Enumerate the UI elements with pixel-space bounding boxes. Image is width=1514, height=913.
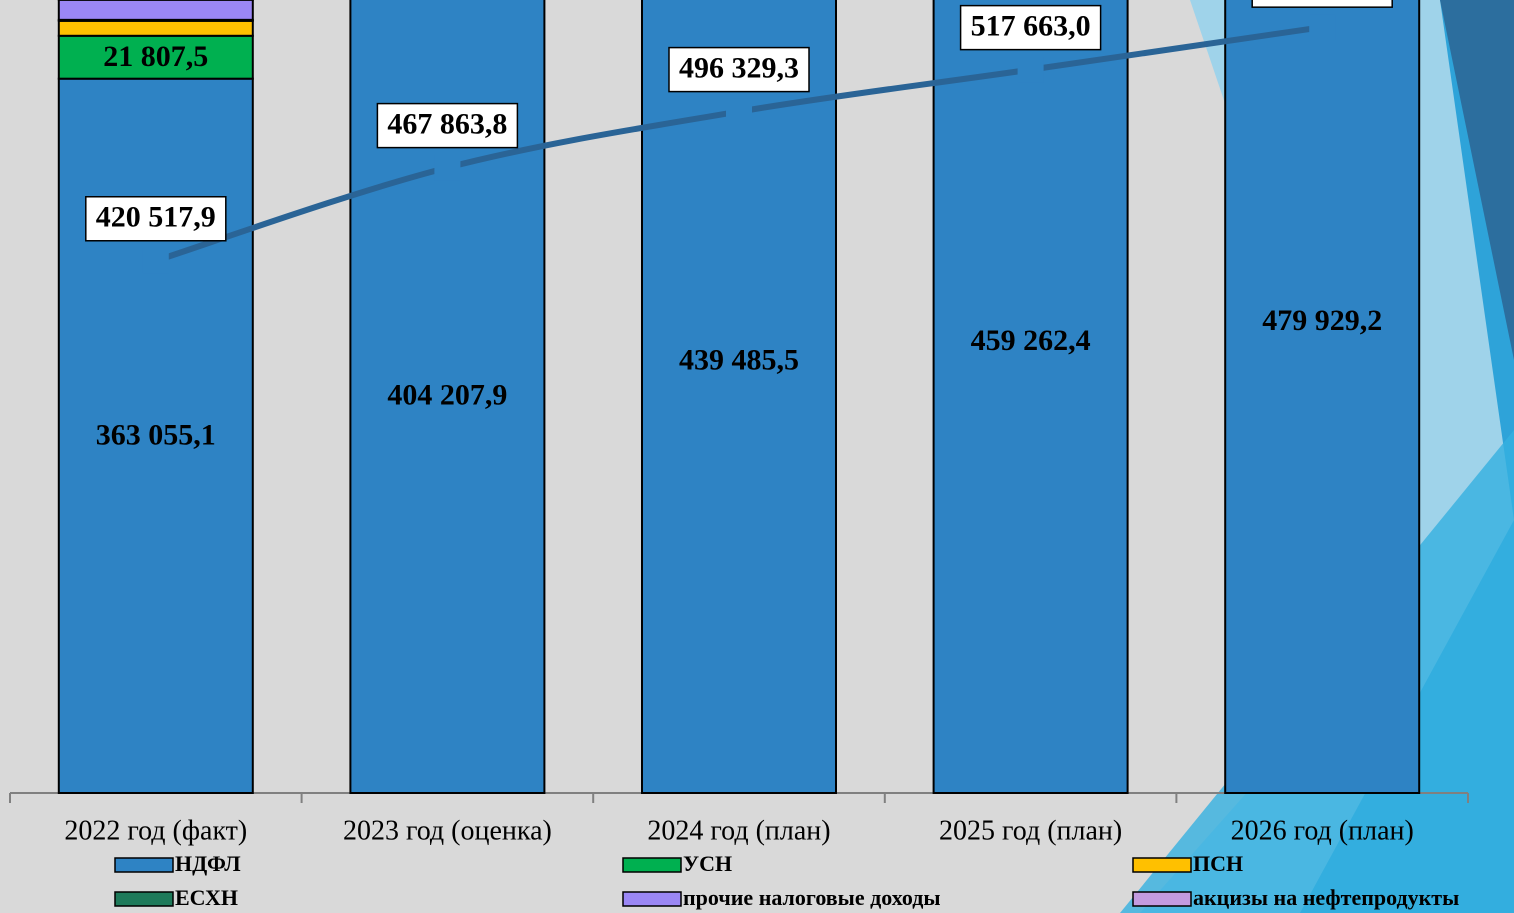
legend-label: ПСН <box>1193 851 1243 876</box>
legend-swatch <box>1132 857 1192 873</box>
legend-label: прочие налоговые доходы <box>683 885 941 910</box>
x-tick-label: 2026 год (план) <box>1231 815 1414 846</box>
total-marker <box>1017 56 1044 83</box>
total-value-label: 496 329,3 <box>679 51 799 84</box>
legend-label: ЕСХН <box>175 885 238 910</box>
legend-label: НДФЛ <box>175 851 241 876</box>
total-value-label: 467 863,8 <box>387 107 507 140</box>
total-label: 467 863,8 <box>376 102 519 149</box>
data-label: 404 207,9 <box>387 378 507 411</box>
x-tick-label: 2024 год (план) <box>647 815 830 846</box>
legend-swatch <box>622 857 682 873</box>
decor-shape <box>1440 0 1514 360</box>
label-box <box>959 4 1102 51</box>
bar-segment <box>641 0 837 795</box>
legend-swatch <box>114 857 174 873</box>
total-marker <box>726 98 752 125</box>
x-tick-label: 2023 год (оценка) <box>343 815 552 846</box>
bar-segment <box>932 0 1129 794</box>
total-marker <box>142 247 169 274</box>
label-box <box>376 102 519 149</box>
total-label: 539 242,7 <box>1251 0 1393 8</box>
total-value-label: 517 663,0 <box>971 10 1091 43</box>
bar-segment <box>57 34 254 80</box>
data-label: 459 262,4 <box>971 324 1091 357</box>
data-label: 479 929,2 <box>1262 304 1382 337</box>
x-tick-label: 2022 год (факт) <box>64 815 247 846</box>
bar-segment <box>57 19 254 37</box>
legend-label: УСН <box>683 851 732 876</box>
total-label: 517 663,0 <box>959 4 1102 51</box>
total-label: 496 329,3 <box>668 46 810 93</box>
total-value-label: 420 517,9 <box>96 201 216 234</box>
legend-swatch <box>622 891 682 907</box>
bar-segment <box>1224 0 1421 794</box>
data-label: 21 807,5 <box>103 40 208 73</box>
total-label: 420 517,9 <box>85 196 227 242</box>
data-label: 439 485,5 <box>679 344 799 377</box>
label-box <box>668 46 810 93</box>
total-marker <box>434 154 461 181</box>
legend-swatch <box>1132 891 1192 907</box>
legend-label: акцизы на нефтепродукты <box>1193 885 1459 910</box>
label-box <box>1251 0 1393 8</box>
legend-swatch <box>114 891 174 907</box>
label-box <box>85 196 227 242</box>
total-marker <box>1309 14 1336 41</box>
data-label: 363 055,1 <box>96 419 216 452</box>
bar-segment <box>57 0 254 21</box>
x-tick-label: 2025 год (план) <box>939 815 1122 846</box>
